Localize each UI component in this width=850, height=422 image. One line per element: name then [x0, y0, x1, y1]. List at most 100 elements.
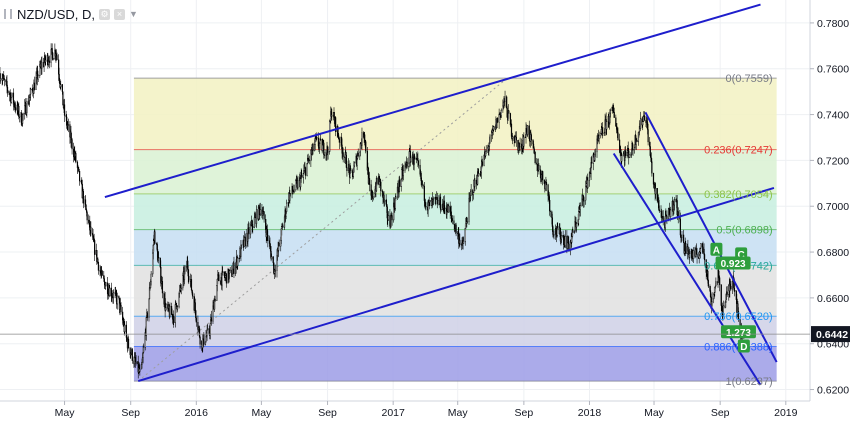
candle-body	[188, 275, 190, 280]
x-tick-label-5: 2017	[381, 407, 405, 419]
x-tick-label-1: Sep	[121, 407, 140, 419]
close-icon[interactable]: ×	[114, 8, 125, 20]
candle-body	[141, 361, 143, 365]
candle-body	[632, 149, 634, 151]
candle-body	[327, 151, 329, 153]
candle-body	[417, 160, 420, 166]
candle-body	[316, 137, 318, 139]
symbol-title[interactable]: NZD/USD, D,	[17, 6, 95, 22]
candle-body	[489, 135, 491, 144]
drag-handle-icon[interactable]	[4, 9, 12, 19]
candle-body	[52, 58, 54, 61]
channel-lines[interactable]	[104, 3, 778, 386]
y-tick-label-8: 0.7800	[817, 18, 849, 30]
fib-zone-0.886	[133, 316, 777, 347]
candle-body	[579, 205, 581, 210]
candle-body	[161, 281, 164, 294]
candle-body	[549, 210, 551, 213]
candle-body	[510, 123, 513, 137]
candle-body	[125, 324, 127, 338]
candle-body	[527, 125, 529, 135]
price-axis[interactable]: 0.62000.64000.66000.68000.70000.72000.74…	[809, 0, 849, 401]
candle-body	[681, 234, 683, 238]
candle-body	[191, 292, 194, 297]
settings-icon[interactable]: ⚙	[99, 8, 110, 20]
abcd-pattern[interactable]: A C D 0.923 1.273	[710, 242, 756, 353]
last-price-label: 0.6442	[816, 329, 848, 341]
candle-body	[259, 209, 261, 215]
y-tick-label-6: 0.7400	[817, 110, 849, 122]
candle-body	[278, 242, 280, 247]
candle-body	[48, 60, 51, 63]
candle-body	[519, 143, 521, 147]
candle-body	[609, 110, 612, 114]
candle-body	[624, 150, 627, 156]
pattern-ratio-0: 0.923	[721, 259, 746, 270]
candle-body	[647, 129, 649, 143]
candle-body	[255, 209, 258, 224]
y-tick-label-0: 0.6200	[817, 385, 849, 397]
candle-body	[323, 154, 325, 156]
candle-body	[267, 234, 269, 241]
pattern-point-c: C	[738, 250, 745, 261]
candle-body	[84, 199, 87, 206]
candle-body	[463, 241, 465, 244]
candle-body	[169, 305, 171, 318]
candle-body	[282, 225, 284, 228]
candle-body	[175, 302, 178, 307]
candle-body	[146, 312, 148, 318]
candle-body	[90, 226, 92, 234]
candle-body	[77, 167, 80, 170]
candle-body	[651, 161, 653, 174]
candle-body	[143, 347, 145, 353]
candle-body	[459, 239, 461, 245]
candle-body	[432, 198, 435, 200]
candle-body	[252, 226, 254, 228]
candle-body	[696, 253, 698, 258]
candle-body	[395, 196, 397, 199]
candle-body	[210, 317, 212, 322]
last-price-tag	[811, 326, 850, 343]
channel-line-1	[137, 186, 775, 383]
candle-body	[677, 211, 679, 217]
candle-body	[116, 295, 118, 305]
candle-body	[45, 59, 47, 62]
chevron-down-icon[interactable]: ▼	[129, 9, 138, 19]
time-axis[interactable]: May Sep 2016 May Sep 2017 May Sep 2018 May Sep 2019	[0, 400, 810, 419]
fib-label-1: 1(0.6237)	[726, 376, 773, 388]
candle-body	[103, 278, 105, 283]
candle-body	[104, 285, 107, 289]
candle-body	[109, 287, 111, 297]
candle-body	[18, 116, 20, 118]
candle-body	[670, 209, 672, 218]
channel-line-0	[104, 3, 761, 199]
candle-body	[263, 211, 265, 220]
candle-body	[453, 220, 455, 225]
candle-body	[509, 113, 512, 126]
candle-body	[180, 287, 182, 289]
candle-body	[209, 323, 211, 334]
candle-body	[30, 88, 32, 95]
candle-body	[218, 274, 220, 282]
candle-body	[271, 256, 273, 260]
candle-body	[662, 216, 664, 221]
candle-body	[286, 202, 288, 212]
candle-body	[304, 167, 307, 176]
candle-body	[376, 178, 378, 184]
y-tick-label-7: 0.7600	[817, 64, 849, 76]
candle-body	[306, 163, 308, 176]
candle-body	[515, 136, 517, 141]
candle-body	[737, 311, 740, 320]
candle-body	[472, 192, 474, 196]
candle-body	[289, 193, 292, 195]
x-tick-label-9: May	[644, 407, 665, 419]
candle-body	[683, 234, 685, 243]
candlestick-series	[0, 43, 745, 379]
candle-body	[666, 215, 668, 219]
candle-body	[120, 305, 122, 313]
candle-body	[359, 143, 361, 153]
candle-body	[338, 138, 340, 143]
candle-body	[26, 101, 28, 114]
candle-body	[253, 217, 256, 228]
